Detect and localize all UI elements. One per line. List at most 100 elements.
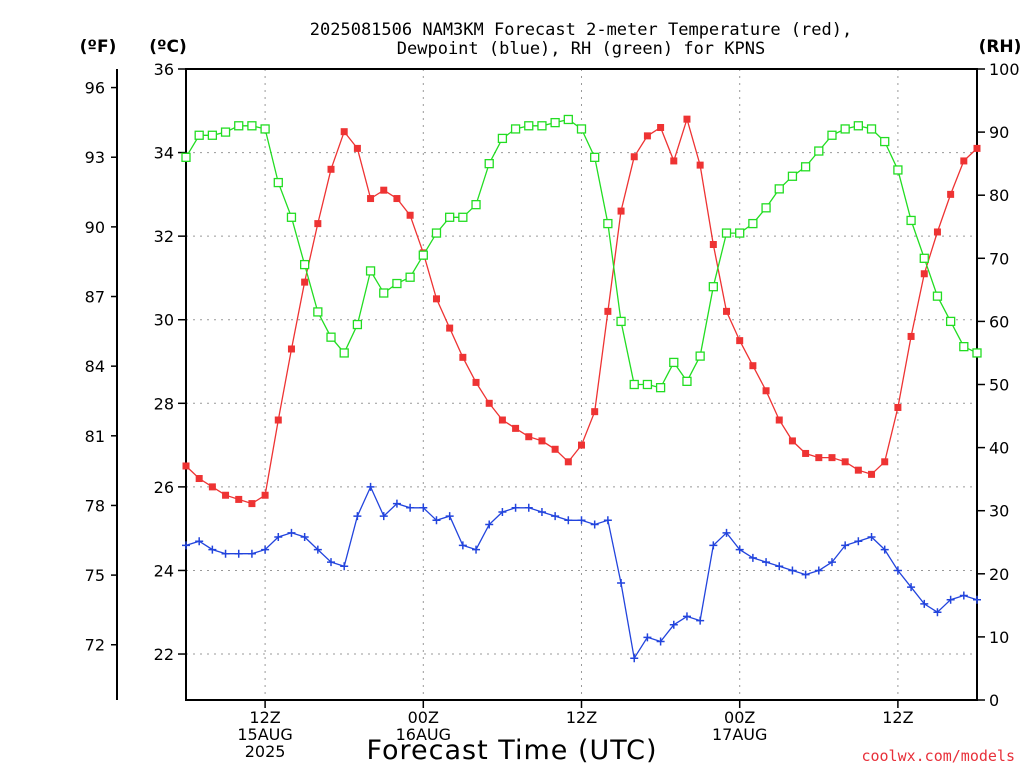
celsius-tick-label: 22	[154, 645, 174, 664]
rh-point	[471, 200, 481, 210]
dewpoint-line	[185, 485, 978, 660]
celsius-tick-label: 36	[154, 60, 174, 79]
x-tick-label: 00Z	[408, 708, 439, 727]
rh-point	[787, 171, 798, 181]
dewpoint-point	[195, 537, 204, 546]
temperature-point	[630, 153, 638, 161]
rh-point	[181, 152, 191, 162]
dewpoint-point	[537, 507, 546, 516]
dewpoint-point	[182, 541, 190, 550]
dewpoint-point	[221, 549, 230, 558]
rh-point	[260, 124, 270, 134]
rh-point	[590, 152, 600, 162]
temperature-point	[617, 207, 625, 215]
celsius-tick-label: 30	[154, 311, 174, 330]
temperature-point	[973, 144, 981, 152]
rh-point	[392, 278, 402, 289]
dewpoint-point	[432, 516, 441, 525]
rh-point	[655, 383, 666, 393]
rh-point	[458, 212, 468, 222]
rh-tick-label: 30	[989, 502, 1009, 521]
dewpoint-point	[814, 566, 823, 575]
dewpoint-point	[379, 512, 388, 521]
temperature-point	[353, 144, 361, 152]
temperature-point	[459, 353, 467, 361]
dewpoint-point	[353, 512, 362, 521]
dewpoint-point	[959, 591, 968, 600]
rh-point	[497, 133, 508, 144]
rh-tick-label: 70	[989, 249, 1009, 268]
temperature-point	[525, 433, 533, 441]
dewpoint-point	[682, 612, 691, 621]
dewpoint-point	[669, 620, 678, 629]
temperature-point	[222, 491, 230, 499]
temperature-point	[446, 324, 454, 332]
rh-point	[932, 291, 943, 301]
temperature-point	[538, 437, 546, 445]
dewpoint-point	[827, 558, 836, 567]
temperature-point	[907, 332, 915, 340]
dewpoint-point	[406, 503, 415, 512]
temperature-point	[815, 454, 823, 462]
dewpoint-point	[498, 507, 507, 516]
rh-point	[708, 282, 718, 292]
dewpoint-point	[841, 541, 850, 550]
temperature-point	[696, 161, 704, 169]
rh-tick-label: 90	[989, 123, 1009, 142]
dewpoint-point	[775, 562, 784, 571]
dewpoint-point	[893, 566, 902, 575]
temperature-point	[498, 416, 506, 424]
dewpoint-point	[340, 562, 349, 571]
rh-point	[866, 124, 877, 134]
rh-tick-label: 100	[989, 60, 1020, 79]
temperature-point	[868, 470, 876, 478]
dewpoint-point	[867, 533, 876, 542]
dewpoint-point	[973, 595, 981, 604]
rh-point	[642, 379, 653, 390]
rh-point	[774, 184, 784, 194]
rh-point	[814, 146, 824, 156]
dewpoint-point	[261, 545, 270, 554]
rh-point	[418, 250, 428, 260]
temperature-point	[854, 466, 862, 474]
dewpoint-point	[722, 528, 731, 537]
fahrenheit-unit-label: (ºF)	[80, 37, 117, 57]
dewpoint-point	[762, 558, 771, 567]
celsius-tick-label: 32	[154, 227, 174, 246]
rh-point	[576, 124, 587, 134]
temperature-point	[670, 157, 678, 165]
celsius-unit-label: (ºC)	[149, 37, 187, 57]
temperature-point	[604, 307, 612, 315]
dewpoint-point	[300, 533, 309, 542]
x-tick-label: 00Z	[724, 708, 755, 727]
temperature-point	[920, 270, 928, 278]
rh-point	[524, 121, 534, 131]
rh-series	[181, 114, 982, 393]
rh-point	[194, 130, 204, 140]
dewpoint-point	[590, 520, 599, 529]
dewpoint-point	[709, 541, 718, 550]
temperature-point	[775, 416, 783, 424]
temperature-point	[340, 128, 348, 136]
dewpoint-point	[696, 616, 705, 625]
rh-unit-label: (RH)	[979, 37, 1022, 57]
temperature-point	[512, 424, 520, 432]
fahrenheit-tick-label: 93	[85, 148, 105, 167]
dewpoint-point	[643, 633, 652, 642]
temperature-point	[894, 403, 902, 411]
rh-point	[234, 121, 244, 131]
x-tick-label: 17AUG	[712, 725, 767, 744]
temperature-point	[749, 362, 757, 370]
series-layer	[181, 114, 982, 663]
dewpoint-series	[182, 482, 981, 663]
dewpoint-point	[907, 583, 916, 592]
dewpoint-point	[511, 503, 520, 512]
dewpoint-point	[933, 608, 942, 617]
rh-point	[721, 228, 732, 238]
rh-point	[761, 203, 771, 213]
dewpoint-point	[274, 533, 283, 542]
temperature-point	[287, 345, 295, 353]
dewpoint-point	[880, 545, 889, 554]
temperature-point	[367, 195, 375, 203]
